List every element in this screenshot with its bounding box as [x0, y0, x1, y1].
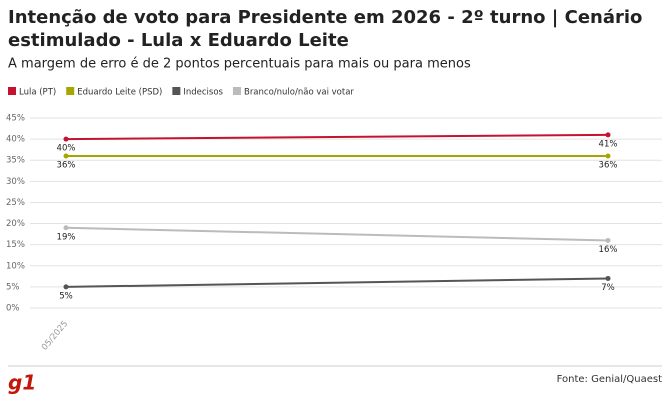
legend-label: Eduardo Leite (PSD) — [77, 88, 162, 98]
point — [605, 275, 611, 281]
point — [63, 136, 69, 142]
y-tick-label: 25% — [6, 198, 25, 208]
point — [605, 132, 611, 138]
legend-label: Lula (PT) — [19, 88, 56, 98]
point — [605, 237, 611, 243]
data-label: 40% — [57, 144, 76, 154]
data-label: 5% — [59, 291, 73, 301]
y-tick-label: 5% — [6, 282, 20, 292]
y-tick-label: 20% — [6, 219, 25, 229]
y-tick-label: 10% — [6, 261, 25, 271]
legend-swatch — [232, 87, 241, 95]
data-label: 36% — [57, 161, 76, 171]
y-tick-label: 15% — [6, 240, 25, 250]
y-tick-label: 45% — [6, 114, 25, 124]
series-line — [65, 277, 609, 288]
legend-swatch — [172, 87, 181, 95]
legend-label: Branco/nulo/não vai votar — [244, 88, 354, 98]
logo: g1 — [8, 371, 36, 395]
y-tick-label: 35% — [6, 156, 25, 166]
point — [63, 225, 69, 231]
source: Fonte: Genial/Quaest — [557, 374, 662, 385]
data-label: 16% — [599, 245, 618, 255]
y-tick-label: 30% — [6, 177, 25, 187]
legend-swatch — [8, 87, 16, 95]
legend-label: Indecisos — [183, 88, 223, 98]
chart-subtitle: A margem de erro é de 2 pontos percentua… — [8, 57, 471, 72]
legend-swatch — [66, 87, 75, 95]
series-line — [65, 226, 609, 242]
chart-title: Intenção de voto para Presidente em 2026… — [8, 7, 642, 51]
data-label: 7% — [601, 283, 615, 293]
data-label: 19% — [57, 232, 76, 242]
x-tick-label: 05/2025 — [40, 319, 70, 352]
y-tick-label: 40% — [6, 135, 25, 145]
point — [605, 153, 611, 159]
series-line — [65, 133, 609, 141]
data-label: 36% — [599, 161, 618, 171]
y-tick-label: 0% — [6, 304, 20, 314]
point — [63, 153, 69, 159]
data-label: 41% — [599, 139, 618, 149]
point — [63, 284, 69, 290]
